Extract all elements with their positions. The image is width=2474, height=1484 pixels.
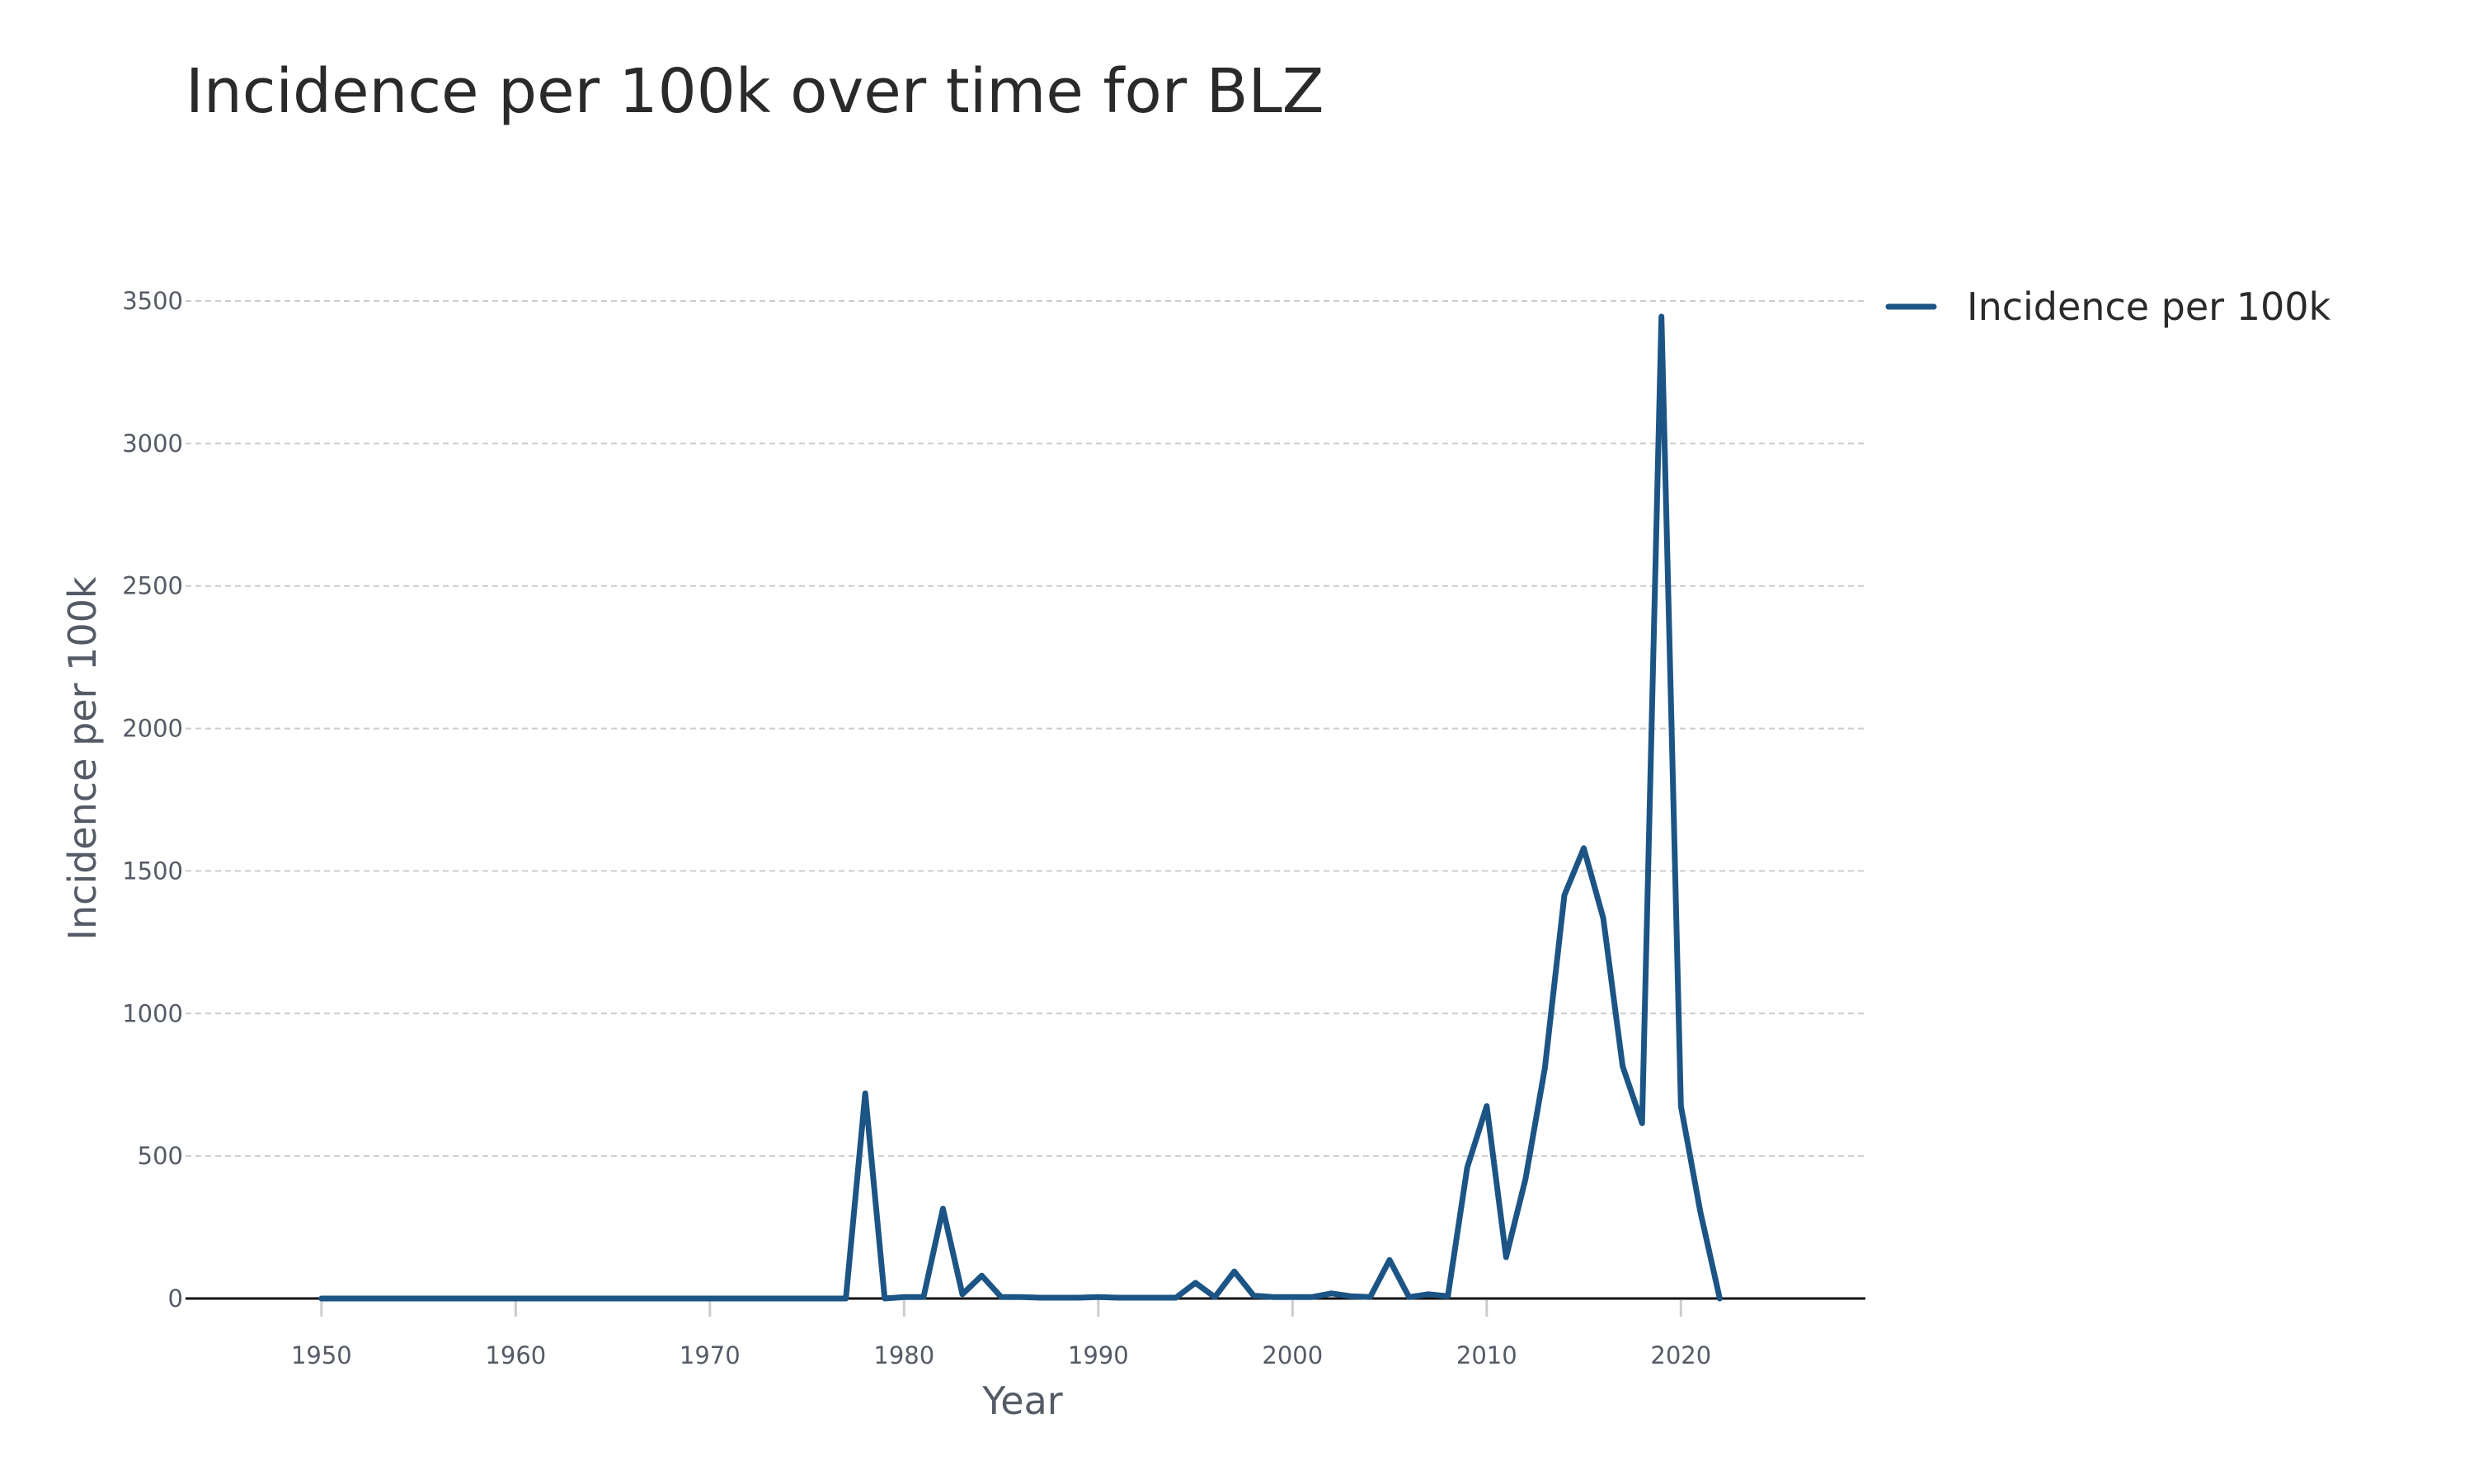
x-tick-label: 2000 bbox=[1262, 1341, 1323, 1369]
series-line[interactable] bbox=[318, 313, 1723, 1302]
x-tick-label: 1960 bbox=[485, 1341, 546, 1369]
y-axis-title: Incidence per 100k bbox=[60, 576, 105, 940]
chart-title: Incidence per 100k over time for BLZ bbox=[186, 56, 1324, 127]
x-tick-label: 1980 bbox=[873, 1341, 934, 1369]
gridlines bbox=[186, 300, 1865, 1300]
y-tick-label: 2000 bbox=[122, 715, 183, 743]
x-tick-label: 2010 bbox=[1456, 1341, 1517, 1369]
x-axis-title: Year bbox=[981, 1378, 1062, 1423]
y-tick-label: 500 bbox=[138, 1142, 183, 1170]
legend[interactable]: Incidence per 100k bbox=[1885, 284, 2331, 329]
y-tick-label: 1000 bbox=[122, 999, 183, 1027]
x-tick-label: 1950 bbox=[291, 1341, 352, 1369]
legend-label: Incidence per 100k bbox=[1967, 284, 2331, 329]
y-tick-label: 3000 bbox=[122, 430, 183, 458]
x-tick-label: 2020 bbox=[1650, 1341, 1711, 1369]
y-tick-label: 3500 bbox=[122, 287, 183, 315]
y-tick-label: 2500 bbox=[122, 572, 183, 600]
y-tick-label: 0 bbox=[168, 1284, 183, 1313]
series-layer bbox=[318, 313, 1723, 1302]
y-tick-label: 1500 bbox=[122, 857, 183, 885]
x-tick-label: 1970 bbox=[680, 1341, 741, 1369]
axis-ticks: 0 500 1000 1500 2000 2500 3000 3500 1950 1960 1970… bbox=[122, 287, 1711, 1369]
x-tick-label: 1990 bbox=[1068, 1341, 1129, 1369]
